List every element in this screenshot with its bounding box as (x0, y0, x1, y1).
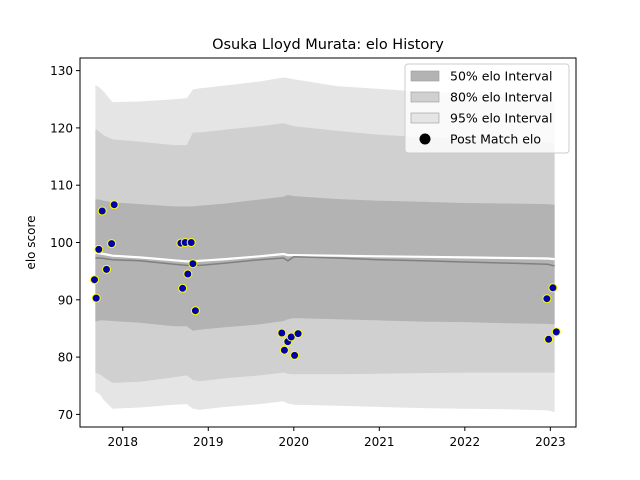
y-tick-label: 70 (58, 408, 73, 422)
confidence-bands (95, 77, 555, 413)
data-point (542, 294, 552, 304)
y-tick-label: 120 (50, 121, 73, 135)
data-point (102, 264, 111, 274)
data-point (178, 283, 188, 293)
y-tick-label: 110 (50, 179, 73, 193)
data-point (544, 334, 554, 344)
data-point (186, 238, 196, 247)
data-point (94, 244, 104, 254)
y-tick-label: 130 (50, 64, 73, 78)
data-point (290, 350, 300, 360)
y-axis: 70 80 90 100 110 120 130 (50, 64, 80, 422)
data-point (109, 200, 119, 210)
legend-label: 50% elo Interval (450, 69, 552, 84)
data-point (279, 345, 289, 355)
legend-frame (404, 63, 570, 154)
mean-line (95, 251, 555, 263)
data-point (551, 327, 561, 337)
data-point (90, 275, 99, 285)
legend-marker (419, 133, 431, 145)
legend-swatch (410, 70, 440, 82)
y-axis-label: elo score (24, 215, 38, 269)
median-line (95, 256, 555, 267)
legend-swatch (410, 112, 440, 124)
x-tick-label: 2020 (279, 435, 310, 449)
y-tick-label: 80 (58, 351, 73, 365)
legend: 50% elo Interval 80% elo Interval 95% elo … (404, 63, 570, 154)
legend-label: Post Match elo (450, 132, 541, 147)
data-point (190, 306, 200, 316)
legend-swatch (410, 91, 440, 103)
data-point (107, 239, 117, 249)
x-tick-label: 2019 (193, 435, 224, 449)
post-match-points (90, 200, 561, 360)
data-point (188, 259, 198, 269)
trend-lines (95, 251, 555, 267)
x-axis: 2018 2019 2020 2021 2022 2023 (107, 427, 566, 449)
y-tick-label: 90 (58, 293, 73, 307)
x-tick-label: 2018 (107, 435, 138, 449)
data-point (293, 329, 303, 339)
data-point (97, 206, 107, 216)
legend-label: 95% elo Interval (450, 111, 552, 126)
chart-title: Osuka Lloyd Murata: elo History (212, 37, 444, 53)
data-point (91, 293, 101, 303)
data-point (183, 269, 193, 279)
data-point (548, 283, 558, 293)
x-tick-label: 2023 (535, 435, 566, 449)
x-tick-label: 2022 (450, 435, 481, 449)
legend-label: 80% elo Interval (450, 90, 552, 105)
data-point (277, 328, 287, 338)
x-tick-label: 2021 (364, 435, 395, 449)
y-tick-label: 100 (50, 236, 73, 250)
band-3 (95, 194, 555, 331)
